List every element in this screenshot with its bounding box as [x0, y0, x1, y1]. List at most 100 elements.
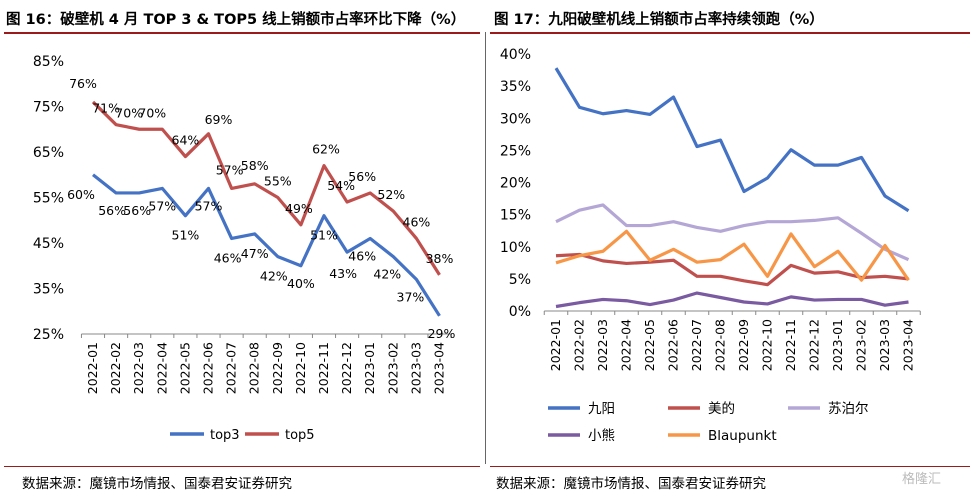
right-y-tick-label: 25% — [500, 143, 531, 159]
left-data-label-top3: 47% — [241, 246, 269, 261]
right-series-line-苏泊尔 — [555, 203, 910, 262]
right-legend-label-2: 苏泊尔 — [828, 401, 869, 417]
left-x-tick-label: 2022-02 — [108, 342, 123, 394]
left-y-tick-label: 65% — [33, 145, 64, 161]
right-legend-label-1: 美的 — [708, 401, 735, 417]
left-data-label-top3: 57% — [148, 198, 176, 213]
left-x-tick-label: 2023-02 — [385, 342, 400, 394]
left-data-label-top3: 40% — [287, 276, 315, 291]
left-data-label-top5: 64% — [172, 133, 200, 148]
left-x-tick-label: 2022-12 — [339, 342, 354, 394]
left-data-label-top5: 62% — [312, 142, 340, 157]
left-x-tick-label: 2022-10 — [293, 342, 308, 394]
right-x-tick-label: 2022-02 — [572, 319, 587, 371]
left-data-label-top3: 51% — [172, 228, 200, 243]
left-data-label-top5: 70% — [138, 105, 166, 120]
right-x-tick-label: 2022-09 — [736, 319, 751, 371]
left-data-label-top5: 76% — [69, 76, 97, 91]
left-data-label-top5: 49% — [285, 201, 313, 216]
left-x-tick-label: 2022-03 — [131, 342, 146, 394]
left-source-note: 数据来源：魔镜市场情报、国泰君安证券研究 — [22, 476, 292, 492]
right-x-tick-label: 2023-04 — [901, 319, 916, 371]
right-series-line-九阳 — [554, 67, 910, 213]
left-legend-label-top3: top3 — [210, 428, 240, 443]
left-data-label-top3: 37% — [397, 289, 425, 304]
left-data-label-top5: 56% — [348, 169, 376, 184]
right-y-tick-label: 20% — [500, 176, 531, 192]
right-x-tick-label: 2022-05 — [642, 319, 657, 371]
right-x-tick-label: 2022-08 — [713, 319, 728, 371]
right-x-tick-label: 2022-07 — [689, 319, 704, 371]
left-source-rule — [4, 466, 480, 467]
left-y-tick-label: 35% — [33, 282, 64, 298]
right-x-tick-label: 2022-06 — [666, 319, 681, 371]
right-source-rule — [490, 466, 970, 467]
left-data-label-top3: 42% — [373, 267, 401, 282]
left-x-tick-label: 2023-01 — [362, 342, 377, 394]
left-title-rule — [4, 32, 480, 34]
left-data-label-top5: 52% — [377, 187, 405, 202]
right-series-line-Blaupunkt — [555, 229, 910, 282]
right-y-tick-label: 40% — [500, 47, 531, 63]
right-x-tick-label: 2022-04 — [619, 319, 634, 371]
left-chart: 25% 35% 45% 55% 65% 75% 85% 2022-01 2022-02 2022-… — [33, 54, 456, 443]
left-series-line-top3 — [92, 173, 441, 317]
left-data-label-top3: 56% — [98, 203, 126, 218]
left-x-tick-label: 2022-01 — [85, 342, 100, 394]
right-y-tick-label: 0% — [509, 304, 531, 320]
left-x-tick-label: 2022-04 — [154, 342, 169, 394]
left-x-tick-label: 2022-08 — [247, 342, 262, 394]
left-data-label-top5: 38% — [426, 251, 454, 266]
left-series-line-top5 — [91, 100, 441, 276]
left-data-label-top3: 57% — [195, 198, 223, 213]
right-y-tick-label: 15% — [500, 208, 531, 224]
right-x-tick-label: 2022-01 — [548, 319, 563, 371]
right-legend-label-4: Blaupunkt — [708, 428, 777, 444]
left-data-label-top3: 43% — [329, 266, 357, 281]
left-data-label-top5: 55% — [264, 174, 292, 189]
right-y-tick-label: 5% — [509, 272, 531, 288]
watermark-logo: 格隆汇 — [902, 472, 942, 487]
left-x-tick-label: 2022-09 — [270, 342, 285, 394]
left-data-label-top5: 58% — [241, 158, 269, 173]
left-x-tick-label: 2022-06 — [201, 342, 216, 394]
right-x-tick-label: 2022-12 — [807, 319, 822, 371]
left-x-tick-label: 2023-04 — [432, 342, 447, 394]
left-x-tick-label: 2023-03 — [408, 342, 423, 394]
right-legend-label-0: 九阳 — [588, 401, 615, 417]
left-data-label-top5: 57% — [216, 162, 244, 177]
right-y-tick-label: 30% — [500, 111, 531, 127]
left-y-tick-label: 25% — [33, 327, 64, 343]
left-figure-title: 图 16：破壁机 4 月 TOP 3 & TOP5 线上销额市占率环比下降（%） — [6, 12, 466, 28]
panel-divider — [485, 32, 486, 464]
left-y-tick-label: 45% — [33, 236, 64, 252]
left-x-tick-label: 2022-05 — [177, 342, 192, 394]
left-data-label-top5: 54% — [327, 178, 355, 193]
right-y-tick-label: 10% — [500, 240, 531, 256]
left-data-label-top5: 69% — [205, 112, 233, 127]
left-data-label-top3: 29% — [428, 326, 456, 341]
left-x-tick-label: 2022-11 — [316, 342, 331, 394]
left-y-tick-label: 55% — [33, 191, 64, 207]
right-chart: 0% 5% 10% 15% 20% 25% 30% 35% 40% 2022-01 2022-02 2… — [500, 47, 921, 444]
right-source-note: 数据来源：魔镜市场情报、国泰君安证券研究 — [496, 476, 766, 492]
right-x-tick-label: 2022-11 — [783, 319, 798, 371]
right-legend-label-3: 小熊 — [588, 428, 615, 444]
left-data-label-top5: 70% — [115, 105, 143, 120]
left-y-tick-label: 85% — [33, 54, 64, 70]
right-y-tick-label: 35% — [500, 79, 531, 95]
left-data-label-top3: 42% — [260, 269, 288, 284]
right-x-tick-label: 2022-03 — [595, 319, 610, 371]
left-data-label-top3: 60% — [67, 187, 95, 202]
left-data-label-top3: 56% — [123, 203, 151, 218]
left-y-tick-label: 75% — [33, 100, 64, 116]
right-x-tick-label: 2022-10 — [760, 319, 775, 371]
right-x-tick-label: 2023-01 — [830, 319, 845, 371]
right-series-line-小熊 — [555, 291, 909, 309]
left-data-label-top3: 46% — [214, 250, 242, 265]
left-data-label-top3: 51% — [310, 228, 338, 243]
right-x-tick-label: 2023-02 — [854, 319, 869, 371]
right-series-line-美的 — [555, 252, 909, 287]
right-figure-title: 图 17：九阳破壁机线上销额市占率持续领跑（%） — [494, 12, 824, 28]
